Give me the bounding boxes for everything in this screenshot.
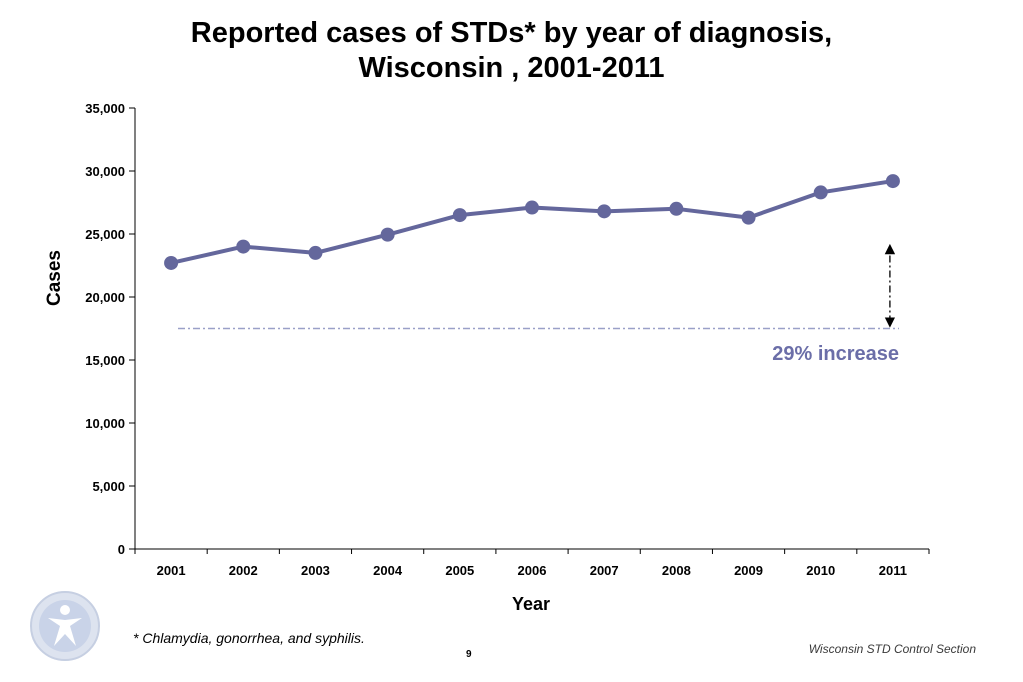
footer-organization: Wisconsin STD Control Section (808, 642, 976, 656)
x-tick-label: 2001 (157, 563, 186, 578)
data-point (452, 208, 467, 223)
data-point (669, 201, 684, 216)
x-tick-label: 2010 (806, 563, 835, 578)
y-tick-label: 5,000 (92, 479, 125, 494)
y-tick-label: 35,000 (85, 101, 125, 116)
page-number: 9 (466, 649, 472, 660)
x-tick-label: 2009 (734, 563, 763, 578)
x-tick-label: 2006 (518, 563, 547, 578)
x-tick-label: 2008 (662, 563, 691, 578)
x-tick-label: 2011 (879, 563, 907, 578)
data-point (164, 255, 179, 270)
state-health-seal-icon (26, 590, 104, 662)
footnote: * Chlamydia, gonorrhea, and syphilis. (133, 630, 365, 646)
series-line (170, 179, 894, 265)
x-axis-label: Year (512, 594, 550, 614)
data-point (308, 245, 323, 260)
y-axis-label: Cases (44, 250, 65, 306)
y-tick-label: 10,000 (85, 416, 125, 431)
y-tick-label: 30,000 (85, 164, 125, 179)
y-tick-label: 25,000 (85, 227, 125, 242)
x-tick-label: 2007 (590, 563, 619, 578)
chart-title-line-1: Reported cases of STDs* by year of diagn… (190, 17, 833, 49)
data-point (813, 185, 828, 200)
data-point (236, 239, 251, 254)
y-tick-label: 15,000 (85, 353, 125, 368)
y-tick-label: 0 (118, 542, 125, 557)
x-tick-label: 2005 (445, 563, 474, 578)
increase-annotation-label: 29% increase (772, 343, 899, 365)
chart-title: Reported cases of STDs* by year of diagn… (0, 16, 1023, 86)
chart-title-line-2: Wisconsin , 2001-2011 (358, 52, 665, 84)
x-tick-label: 2004 (373, 563, 403, 578)
data-point (741, 210, 756, 225)
x-tick-label: 2003 (301, 563, 330, 578)
data-point (380, 227, 395, 242)
y-tick-label: 20,000 (85, 290, 125, 305)
x-tick-label: 2002 (229, 563, 258, 578)
data-point (525, 200, 539, 215)
data-point (885, 174, 900, 189)
data-point (597, 204, 612, 219)
